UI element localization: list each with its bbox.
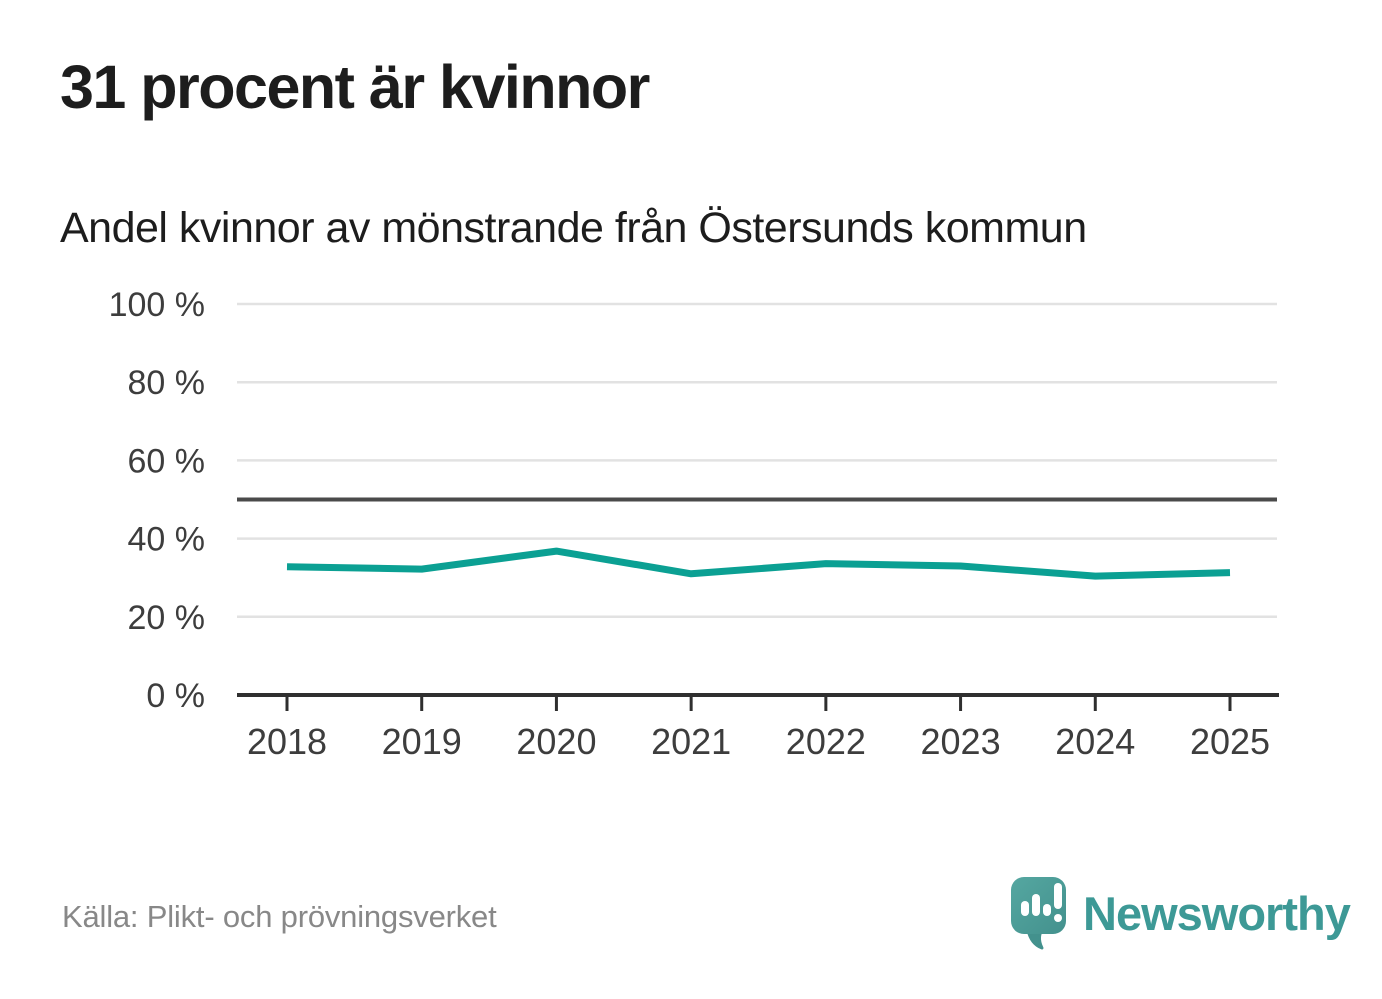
- logo-bar-1: [1021, 901, 1029, 916]
- x-tick-label: 2019: [382, 721, 462, 762]
- logo-exclamation-stem: [1054, 883, 1062, 909]
- newsworthy-logo: Newsworthy: [1010, 876, 1351, 952]
- x-tick-label: 2024: [1055, 721, 1135, 762]
- y-tick-label: 80 %: [128, 364, 206, 402]
- y-tick-label: 20 %: [128, 599, 206, 637]
- x-tick-label: 2023: [921, 721, 1001, 762]
- x-tick-label: 2020: [516, 721, 596, 762]
- source-text: Källa: Plikt- och prövningsverket: [62, 899, 497, 934]
- data-line-andel-kvinnor-av-mönstrande: [286, 547, 1231, 580]
- y-tick-label: 60 %: [128, 442, 206, 480]
- logo-bar-3: [1043, 904, 1051, 916]
- x-tick-label: 2022: [786, 721, 866, 762]
- newsworthy-brand-name: Newsworthy: [1083, 887, 1351, 940]
- x-tick-label: 2018: [247, 721, 327, 762]
- x-tick-label: 2025: [1190, 721, 1270, 762]
- chart-title: 31 procent är kvinnor: [60, 53, 650, 121]
- newsworthy-logo-icon: [1011, 877, 1066, 950]
- chart-subtitle: Andel kvinnor av mönstrande från Östersu…: [60, 204, 1087, 252]
- y-tick-label: 0 %: [146, 677, 205, 715]
- y-tick-label: 40 %: [128, 521, 206, 559]
- y-tick-label: 100 %: [109, 286, 205, 324]
- logo-exclamation-dot: [1054, 914, 1062, 922]
- logo-bar-2: [1032, 894, 1040, 916]
- x-tick-label: 2021: [651, 721, 731, 762]
